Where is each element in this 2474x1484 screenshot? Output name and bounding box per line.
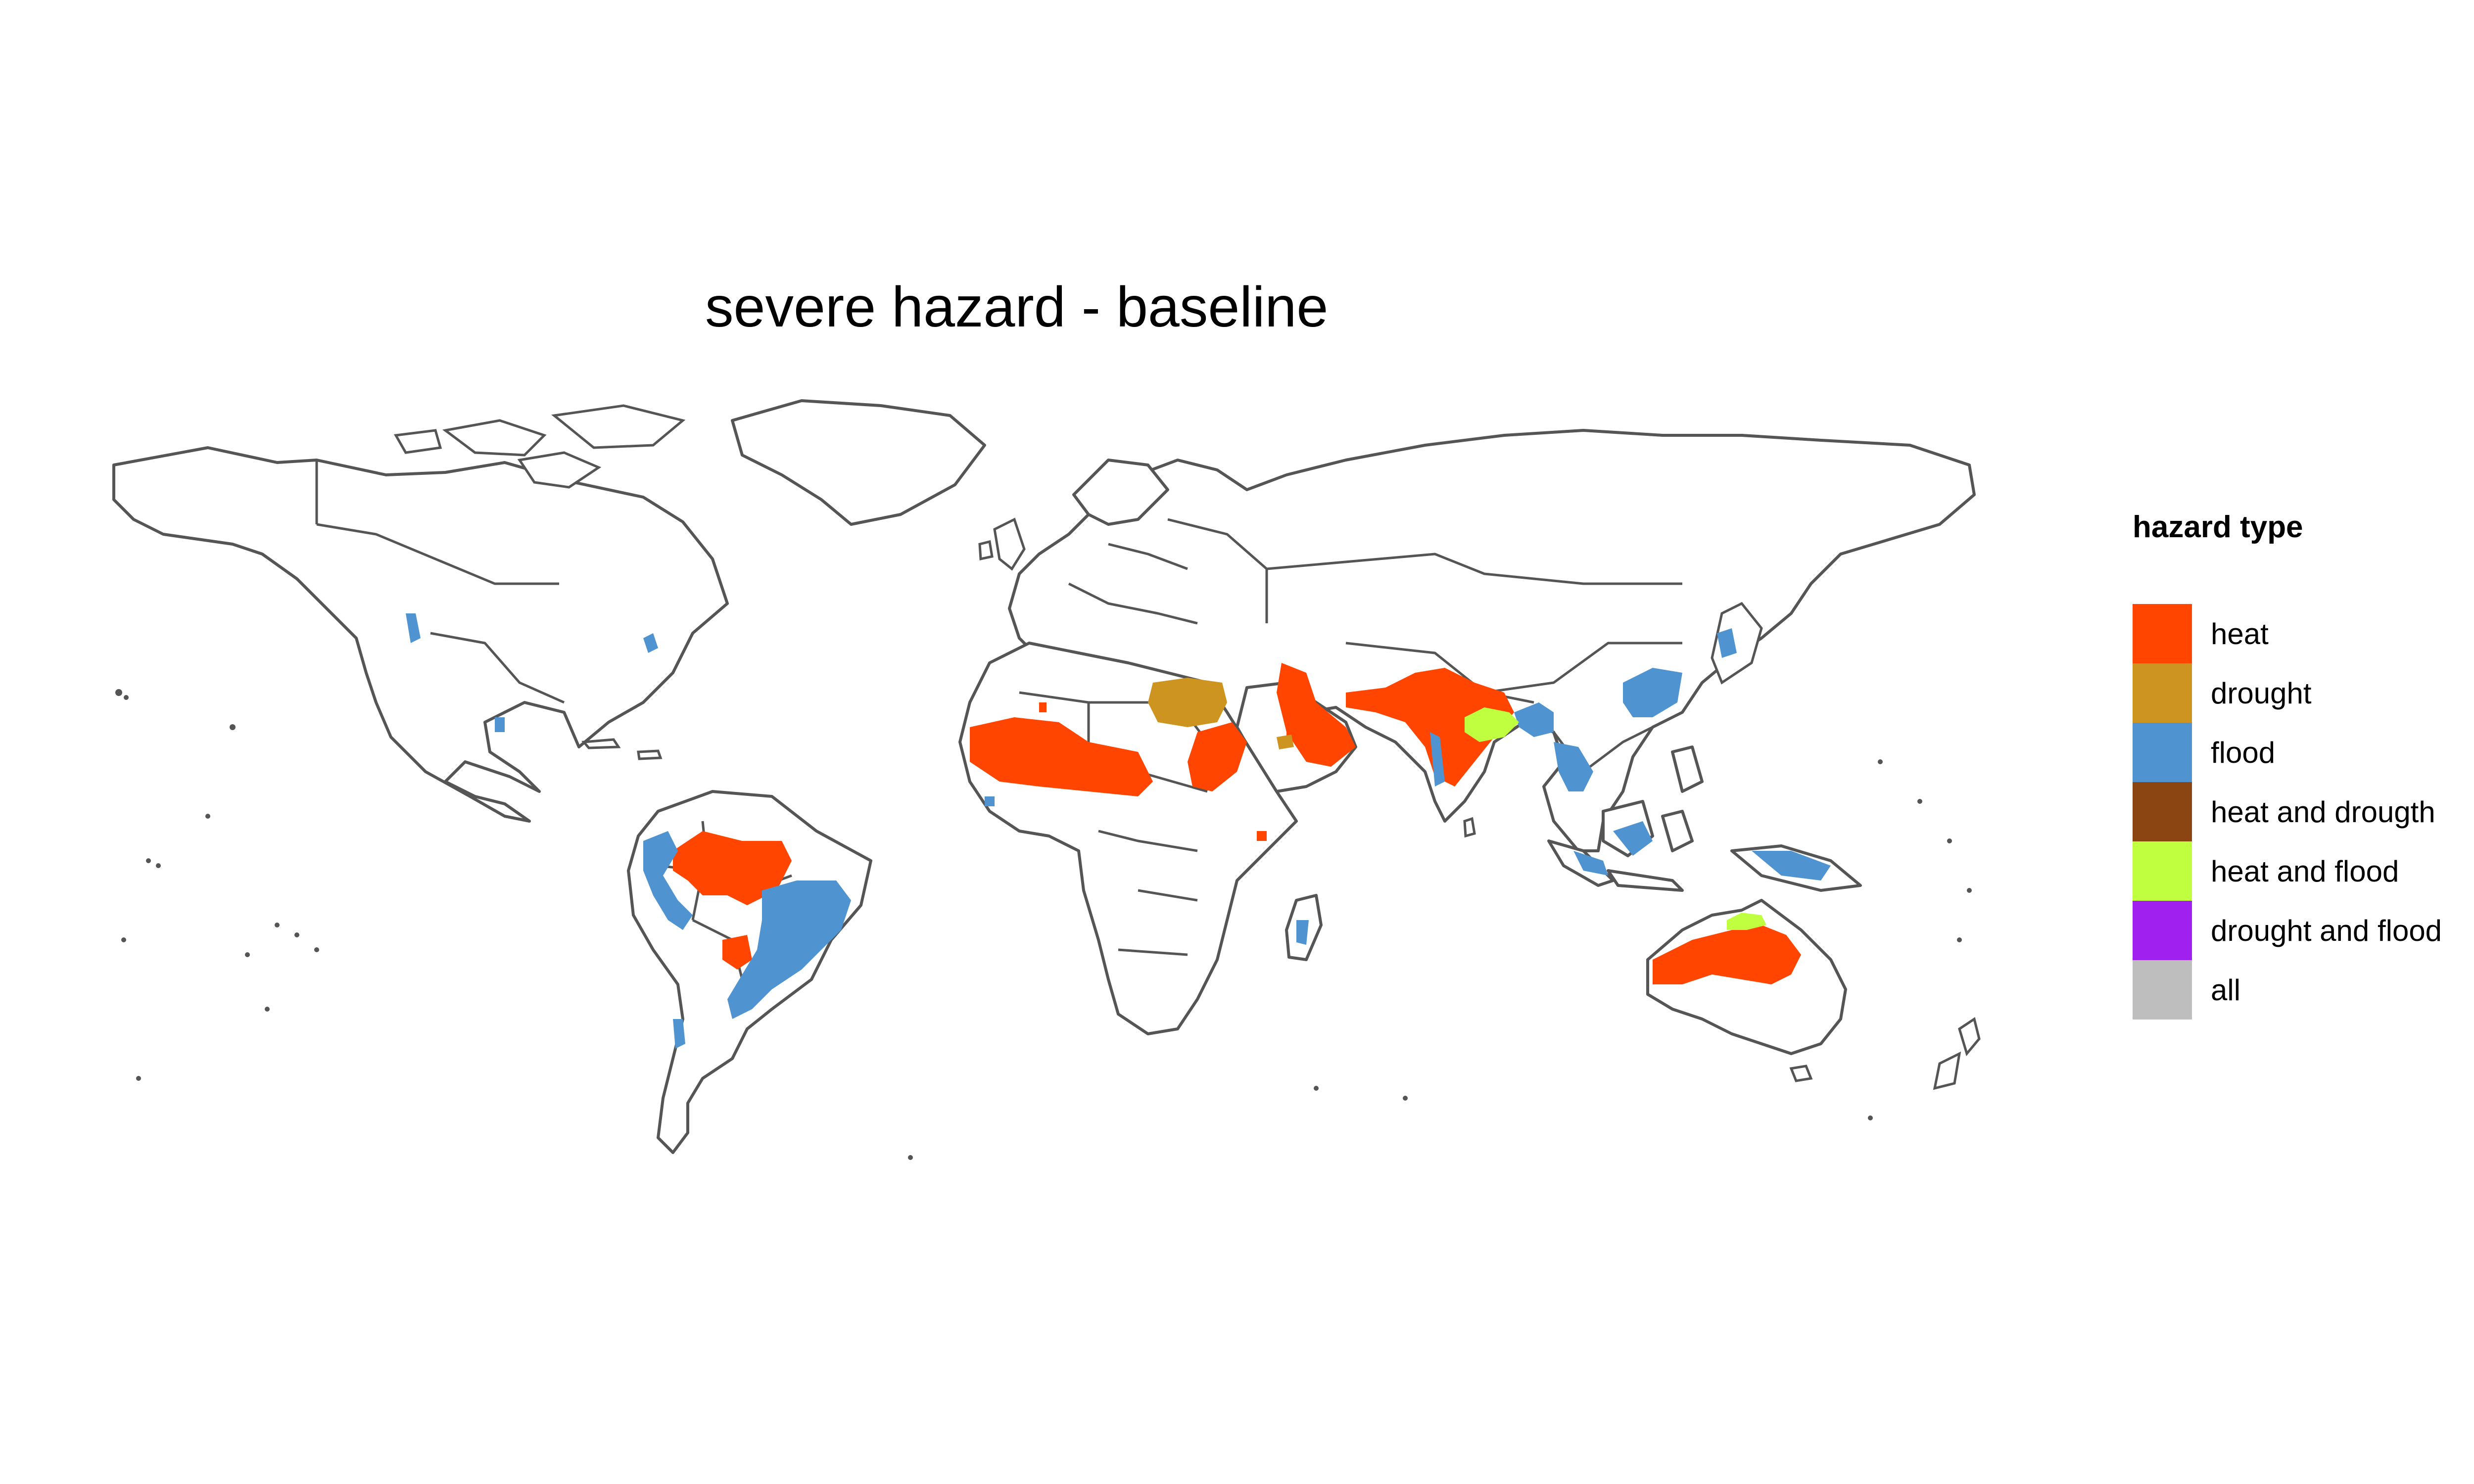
hazard-heat-australia <box>1653 925 1801 984</box>
legend-title: hazard type <box>2133 510 2303 544</box>
hazard-flood-southeast-asia <box>1554 742 1593 791</box>
legend-label: heat and flood <box>2211 854 2399 888</box>
greenland <box>731 399 986 526</box>
hazard-flood-gulf <box>495 717 505 732</box>
legend-swatch <box>2133 841 2192 901</box>
hazard-flood-japan <box>1717 628 1737 658</box>
north-america <box>112 446 729 823</box>
hazard-heat-chaco <box>722 935 752 970</box>
map-title: severe hazard - baseline <box>705 276 1329 339</box>
legend-item-flood: flood <box>2133 723 2442 782</box>
legend-swatch <box>2133 663 2192 723</box>
hazard-flood-south-china <box>1623 668 1682 717</box>
hazard-flood-indonesia <box>1613 821 1653 856</box>
legend-swatch <box>2133 723 2192 782</box>
hazard-flood-southern-chile <box>673 1019 685 1049</box>
legend-label: all <box>2211 973 2241 1007</box>
legend-item-heat: heat <box>2133 604 2442 663</box>
legend-swatch <box>2133 901 2192 960</box>
legend-swatch <box>2133 960 2192 1020</box>
hazard-flood-pnw <box>406 613 421 643</box>
hazard-heat-arabia <box>1277 663 1356 767</box>
hazard-flood-new-guinea <box>1752 851 1831 881</box>
legend-item-drought-and-flood: drought and flood <box>2133 901 2442 960</box>
legend-item-all: all <box>2133 960 2442 1020</box>
legend-swatch <box>2133 782 2192 841</box>
legend-item-heat-and-flood: heat and flood <box>2133 841 2442 901</box>
legend-swatch <box>2133 604 2192 663</box>
pacific-islands <box>115 689 1972 1160</box>
hazard-flood-bangladesh <box>1514 702 1554 737</box>
hazard-heat-and-flood-north-australia <box>1727 913 1766 930</box>
legend-label: heat <box>2211 617 2269 650</box>
hazard-flood-andes <box>643 831 693 930</box>
legend-label: drought and flood <box>2211 914 2442 947</box>
legend-label: heat and drougth <box>2211 795 2435 829</box>
legend-label: flood <box>2211 736 2276 769</box>
legend-item-heat-and-drought: heat and drougth <box>2133 782 2442 841</box>
hazard-drought-egypt <box>1148 678 1227 727</box>
hazard-heat-sahel <box>970 717 1153 796</box>
legend-label: drought <box>2211 676 2312 710</box>
legend-item-drought: drought <box>2133 663 2442 723</box>
hazard-heat-and-flood-ganges <box>1465 707 1519 742</box>
hazard-heat-pakistan-india <box>1346 668 1514 787</box>
legend: hazard type heat drought flood heat and … <box>2133 510 2442 1020</box>
hazard-layer <box>406 613 1831 1049</box>
hazard-flood-east-brazil <box>727 881 851 1019</box>
hazard-flood-madagascar <box>1296 920 1309 945</box>
hazard-heat-sudan <box>1188 722 1247 791</box>
hazard-heat-amazon <box>673 831 792 905</box>
